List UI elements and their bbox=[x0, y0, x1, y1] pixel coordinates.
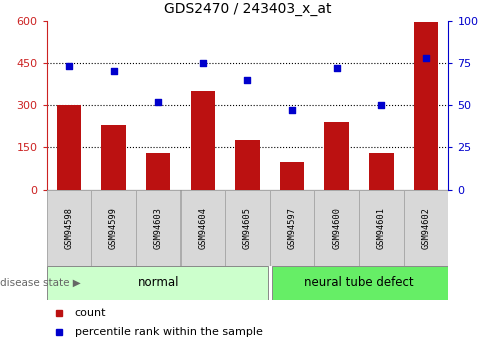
Point bbox=[154, 99, 162, 105]
Text: count: count bbox=[74, 308, 106, 318]
Bar bbox=[315, 190, 359, 266]
Bar bbox=[47, 266, 268, 300]
Point bbox=[333, 65, 341, 71]
Text: GSM94604: GSM94604 bbox=[198, 207, 207, 249]
Bar bbox=[280, 161, 304, 190]
Bar bbox=[101, 125, 126, 190]
Text: GSM94605: GSM94605 bbox=[243, 207, 252, 249]
Text: GSM94599: GSM94599 bbox=[109, 207, 118, 249]
Text: GSM94601: GSM94601 bbox=[377, 207, 386, 249]
Text: disease state ▶: disease state ▶ bbox=[0, 278, 81, 288]
Point bbox=[377, 102, 385, 108]
Bar bbox=[369, 153, 393, 190]
Bar bbox=[57, 105, 81, 190]
Bar bbox=[359, 190, 404, 266]
Bar bbox=[225, 190, 270, 266]
Text: GSM94603: GSM94603 bbox=[154, 207, 163, 249]
Bar bbox=[180, 190, 225, 266]
Bar bbox=[404, 190, 448, 266]
Text: normal: normal bbox=[137, 276, 179, 289]
Text: GSM94600: GSM94600 bbox=[332, 207, 341, 249]
Bar bbox=[191, 91, 215, 190]
Text: percentile rank within the sample: percentile rank within the sample bbox=[74, 327, 263, 337]
Bar bbox=[47, 190, 91, 266]
Text: GSM94597: GSM94597 bbox=[288, 207, 296, 249]
Bar bbox=[146, 153, 171, 190]
Point bbox=[110, 69, 118, 74]
Bar bbox=[91, 190, 136, 266]
Bar bbox=[324, 122, 349, 190]
Point bbox=[244, 77, 251, 83]
Text: GSM94602: GSM94602 bbox=[421, 207, 431, 249]
Bar bbox=[272, 266, 448, 300]
Bar bbox=[136, 190, 180, 266]
Point bbox=[288, 108, 296, 113]
Point bbox=[422, 55, 430, 61]
Bar bbox=[235, 140, 260, 190]
Text: GSM94598: GSM94598 bbox=[64, 207, 74, 249]
Bar bbox=[270, 190, 315, 266]
Point bbox=[65, 63, 73, 69]
Text: neural tube defect: neural tube defect bbox=[304, 276, 414, 289]
Bar bbox=[414, 22, 439, 190]
Point bbox=[199, 60, 207, 66]
Title: GDS2470 / 243403_x_at: GDS2470 / 243403_x_at bbox=[164, 1, 331, 16]
